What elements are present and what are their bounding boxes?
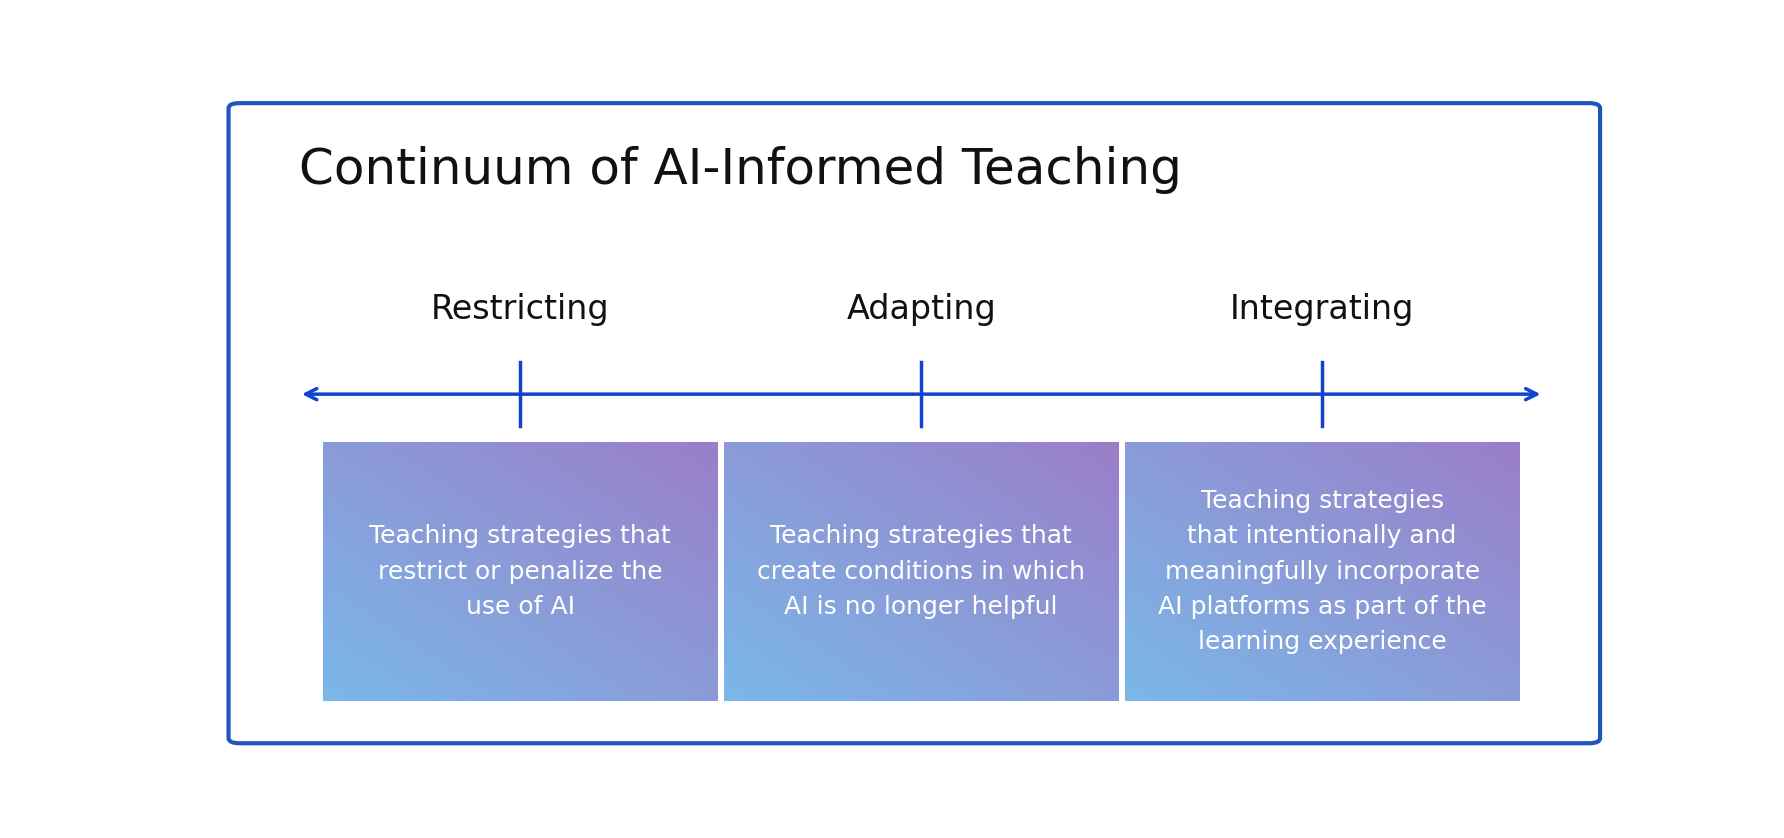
Text: Teaching strategies that
restrict or penalize the
use of AI: Teaching strategies that restrict or pen… [369,525,671,619]
Text: Adapting: Adapting [846,293,995,327]
Text: Integrating: Integrating [1229,293,1415,327]
Text: Teaching strategies
that intentionally and
meaningfully incorporate
AI platforms: Teaching strategies that intentionally a… [1158,489,1486,654]
Text: Continuum of AI-Informed Teaching: Continuum of AI-Informed Teaching [300,146,1183,194]
Text: Restricting: Restricting [432,293,610,327]
Text: Teaching strategies that
create conditions in which
AI is no longer helpful: Teaching strategies that create conditio… [756,525,1085,619]
